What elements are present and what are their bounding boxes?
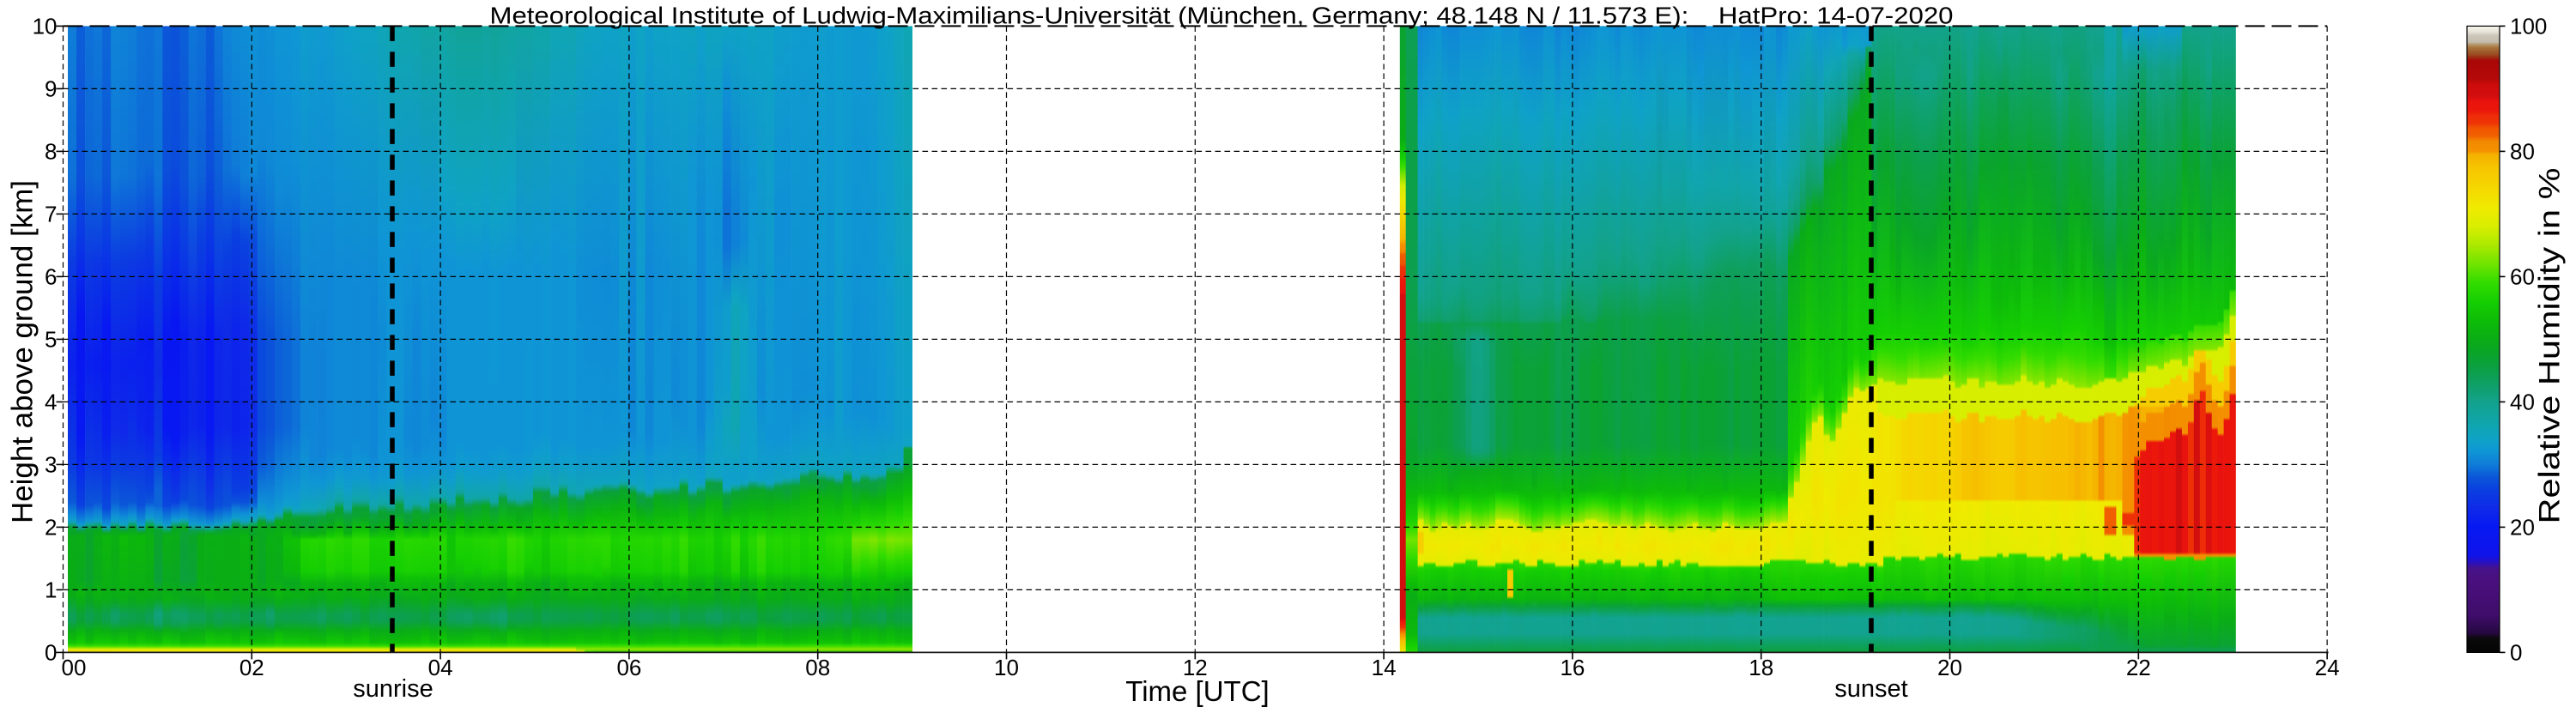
svg-text:00: 00: [62, 655, 87, 680]
svg-text:1: 1: [45, 577, 57, 603]
svg-text:60: 60: [2510, 264, 2535, 290]
svg-text:02: 02: [239, 655, 264, 680]
svg-text:12: 12: [1183, 655, 1208, 680]
svg-text:16: 16: [1560, 655, 1585, 680]
svg-text:18: 18: [1749, 655, 1773, 680]
svg-text:sunset: sunset: [1834, 675, 1907, 703]
svg-text:Height above ground [km]: Height above ground [km]: [7, 180, 39, 523]
svg-text:40: 40: [2510, 390, 2535, 415]
svg-text:22: 22: [2126, 655, 2151, 680]
svg-text:Meteorological Institute of Lu: Meteorological Institute of Ludwig-Maxim…: [490, 3, 1954, 29]
svg-text:0: 0: [2510, 640, 2522, 666]
svg-text:9: 9: [45, 76, 57, 102]
svg-text:14: 14: [1372, 655, 1397, 680]
svg-text:Time [UTC]: Time [UTC]: [1125, 675, 1269, 707]
svg-text:20: 20: [2510, 515, 2535, 541]
svg-text:5: 5: [45, 327, 57, 353]
svg-text:Relative Humidity in %: Relative Humidity in %: [2534, 168, 2567, 524]
svg-text:3: 3: [45, 452, 57, 478]
svg-text:20: 20: [1937, 655, 1962, 680]
svg-text:10: 10: [33, 14, 58, 39]
svg-text:sunrise: sunrise: [353, 675, 433, 703]
svg-text:4: 4: [45, 390, 57, 415]
svg-text:7: 7: [45, 202, 57, 227]
svg-text:04: 04: [428, 655, 453, 680]
svg-text:24: 24: [2315, 655, 2340, 680]
svg-text:0: 0: [45, 640, 57, 666]
svg-text:2: 2: [45, 515, 57, 541]
svg-text:6: 6: [45, 264, 57, 290]
svg-text:8: 8: [45, 139, 57, 165]
svg-text:06: 06: [616, 655, 641, 680]
svg-text:100: 100: [2510, 14, 2547, 39]
svg-text:80: 80: [2510, 139, 2535, 165]
svg-text:08: 08: [805, 655, 830, 680]
svg-text:10: 10: [994, 655, 1019, 680]
